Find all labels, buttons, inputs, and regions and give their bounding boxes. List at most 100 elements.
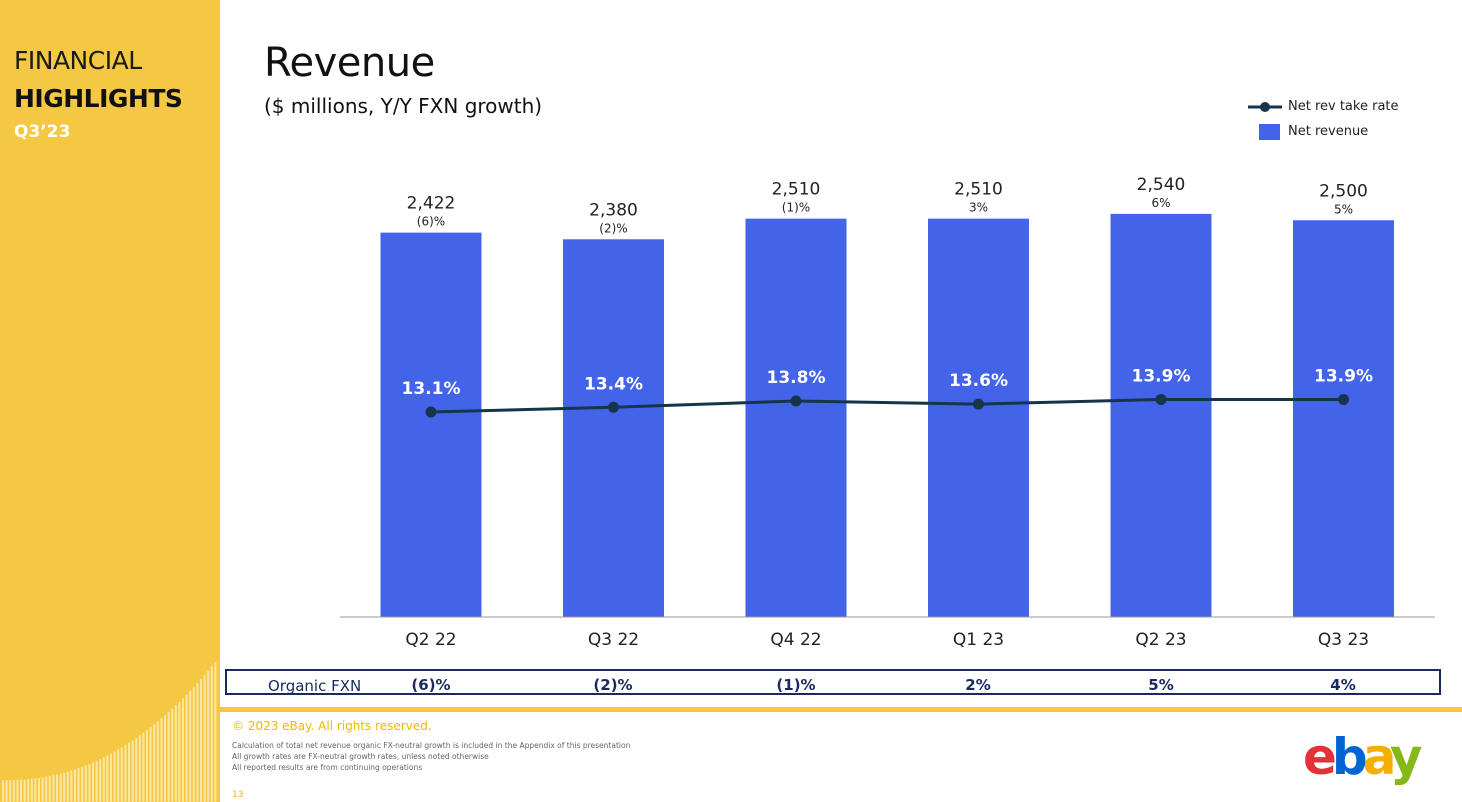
copyright: © 2023 eBay. All rights reserved.: [232, 719, 432, 733]
organic-fxn-value: 4%: [1330, 676, 1356, 694]
take-rate-point: [425, 406, 437, 418]
decoration-stripe: [30, 778, 33, 802]
decoration-stripe: [59, 773, 62, 802]
bar-growth-label: 6%: [1151, 196, 1170, 210]
decoration-stripe: [45, 776, 48, 802]
bar: [1293, 220, 1394, 617]
organic-fxn-value: (6)%: [411, 676, 451, 694]
take-rate-label: 13.6%: [949, 371, 1008, 391]
decoration-stripe: [164, 714, 166, 802]
decoration-stripe: [174, 705, 177, 802]
decoration-stripe: [171, 708, 174, 802]
decoration-stripe: [200, 678, 202, 802]
legend-line-marker: [1248, 102, 1282, 112]
x-tick-label: Q3 23: [1318, 630, 1369, 650]
decoration-stripe: [117, 749, 120, 802]
x-tick-label: Q1 23: [953, 630, 1004, 650]
decoration-stripe: [156, 721, 159, 802]
take-rate-point: [608, 401, 619, 413]
bar-growth-label: (6)%: [417, 215, 445, 229]
decoration-stripe: [81, 766, 84, 802]
decoration-stripe: [20, 779, 22, 802]
bar-value-label: 2,540: [1137, 175, 1186, 195]
decoration-stripe: [120, 747, 123, 802]
decoration-stripe: [182, 698, 184, 802]
take-rate-point: [973, 398, 984, 410]
decoration-stripe: [178, 701, 181, 802]
decoration-stripe: [214, 662, 217, 802]
decoration-stripe: [102, 757, 105, 802]
take-rate-point: [1155, 393, 1167, 405]
decoration-stripe: [77, 767, 80, 802]
sidebar-title-financial: FINANCIAL: [14, 46, 142, 75]
take-rate-label: 13.9%: [1314, 366, 1373, 386]
organic-fxn-value: (1)%: [776, 676, 816, 694]
decoration-stripe: [12, 779, 15, 802]
bar-growth-label: 5%: [1334, 202, 1353, 216]
sidebar-decoration: [2, 662, 217, 802]
sidebar: FINANCIAL HIGHLIGHTS Q3’23: [0, 0, 220, 802]
decoration-stripe: [63, 772, 66, 802]
ebay-logo: ebay: [1303, 732, 1422, 782]
bar-value-label: 2,510: [772, 180, 821, 200]
take-rate-line: [430, 397, 1344, 414]
bar: [1110, 213, 1212, 618]
bar-value-label: 2,380: [589, 200, 638, 220]
bar-growth-label: 3%: [969, 201, 988, 215]
logo-letter: b: [1331, 728, 1368, 786]
footnote: All reported results are from continuing…: [232, 763, 423, 772]
decoration-stripe: [149, 727, 152, 802]
decoration-stripe: [84, 765, 87, 802]
decoration-stripe: [16, 779, 19, 802]
take-rate-label: 13.4%: [584, 374, 643, 394]
sidebar-title-highlights: HIGHLIGHTS: [14, 84, 183, 113]
decoration-stripe: [92, 762, 94, 802]
take-rate-label: 13.9%: [1132, 366, 1191, 386]
decoration-stripe: [88, 763, 91, 802]
decoration-stripe: [138, 735, 141, 802]
decoration-stripe: [160, 718, 163, 802]
decoration-stripe: [153, 724, 156, 802]
page-subtitle: ($ millions, Y/Y FXN growth): [264, 94, 543, 118]
decoration-stripe: [41, 777, 44, 802]
take-rate-point: [1338, 393, 1349, 405]
decoration-stripe: [23, 779, 26, 802]
decoration-stripe: [142, 732, 145, 802]
decoration-stripe: [106, 755, 109, 802]
bar: [380, 232, 482, 617]
decoration-stripe: [192, 686, 195, 802]
take-rate-label: 13.8%: [767, 368, 826, 388]
bar: [928, 218, 1029, 617]
bar-growth-label: (1)%: [782, 201, 810, 215]
decoration-stripe: [5, 779, 8, 802]
logo-letter: e: [1303, 728, 1337, 786]
decoration-stripe: [99, 758, 102, 802]
decoration-stripe: [38, 777, 40, 802]
decoration-stripe: [146, 729, 148, 802]
bar-value-label: 2,500: [1319, 181, 1368, 201]
legend-label-take-rate: Net rev take rate: [1288, 99, 1399, 114]
decoration-stripe: [27, 778, 30, 802]
footer-divider: [220, 707, 1462, 712]
organic-fxn-box: [225, 669, 1441, 695]
decoration-stripe: [185, 694, 188, 802]
x-tick-label: Q3 22: [588, 630, 639, 650]
page-number: 13: [232, 790, 244, 800]
decoration-stripe: [66, 771, 69, 802]
take-rate-point: [790, 395, 802, 407]
logo-letter: a: [1362, 728, 1395, 786]
decoration-stripe: [48, 775, 51, 802]
decoration-stripe: [52, 775, 55, 802]
decoration-stripe: [56, 774, 58, 802]
decoration-stripe: [95, 760, 98, 802]
decoration-stripe: [203, 674, 206, 802]
page-title: Revenue: [264, 40, 435, 86]
decoration-stripe: [207, 670, 210, 802]
organic-fxn-label: Organic FXN: [268, 677, 362, 695]
decoration-stripe: [113, 751, 116, 802]
decoration-stripe: [128, 742, 130, 802]
decoration-stripe: [124, 744, 127, 802]
bar: [745, 218, 847, 617]
organic-fxn-value: (2)%: [593, 676, 633, 694]
